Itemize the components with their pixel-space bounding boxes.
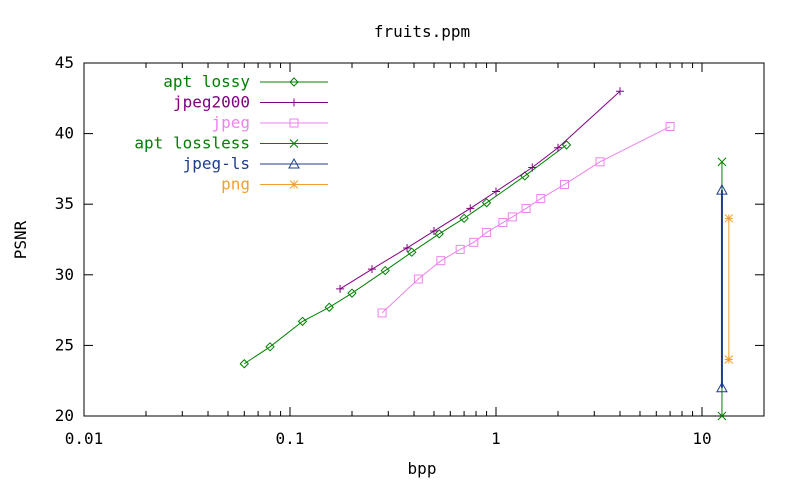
x-axis-label: bpp <box>408 459 437 478</box>
legend-label: png <box>221 175 250 194</box>
series-layer <box>239 87 734 421</box>
y-tick-label: 40 <box>55 124 74 143</box>
axis-ticks: 20 25 30 35 40 45 0.01 0.1 1 10 <box>55 53 765 448</box>
x-tick-label: 1 <box>491 429 501 448</box>
y-tick-label: 45 <box>55 53 74 72</box>
series-line <box>244 144 567 365</box>
data-point <box>528 163 537 172</box>
legend-marker <box>289 139 299 148</box>
legend-marker <box>289 77 299 87</box>
data-point <box>377 308 387 318</box>
y-tick-label: 35 <box>55 194 74 213</box>
data-point <box>616 87 625 96</box>
data-point <box>595 157 605 167</box>
data-point <box>491 187 500 196</box>
legend-marker <box>288 157 300 169</box>
series-line <box>381 126 671 314</box>
data-point <box>336 284 345 293</box>
data-point <box>380 265 390 276</box>
data-point <box>521 203 531 213</box>
series-jpeg-ls <box>716 184 728 393</box>
data-point <box>403 243 412 252</box>
data-point <box>665 122 675 132</box>
data-point <box>324 302 334 312</box>
data-point <box>724 213 734 223</box>
data-point <box>455 244 465 254</box>
chart-title: fruits.ppm <box>374 22 470 41</box>
data-point <box>561 140 572 150</box>
legend-marker <box>289 118 299 128</box>
data-point <box>717 157 727 167</box>
legend-label: jpeg <box>211 113 250 132</box>
series-apt-lossy <box>239 140 572 369</box>
y-tick-label: 30 <box>55 265 74 284</box>
plot-frame <box>83 62 765 417</box>
legend-marker <box>290 98 298 107</box>
data-point <box>434 229 444 239</box>
data-point <box>717 411 727 421</box>
legend-label: jpeg-ls <box>183 154 250 173</box>
series-png <box>724 213 734 364</box>
data-point <box>507 212 517 222</box>
data-point <box>536 194 546 204</box>
y-tick-label: 20 <box>55 406 74 425</box>
data-point <box>716 381 728 393</box>
legend-label: apt lossy <box>163 72 250 91</box>
legend-label: jpeg2000 <box>173 93 250 112</box>
data-point <box>469 237 479 247</box>
data-point <box>413 274 423 284</box>
legend-marker <box>289 180 299 189</box>
x-tick-label: 0.1 <box>276 429 305 448</box>
series-jpeg2000 <box>336 87 625 293</box>
data-point <box>481 198 492 208</box>
y-axis-label: PSNR <box>11 220 30 259</box>
series-line <box>339 90 621 290</box>
data-point <box>554 143 563 152</box>
data-point <box>407 247 417 257</box>
data-point <box>347 288 357 298</box>
data-point <box>297 316 308 327</box>
legend-label: apt lossless <box>134 134 250 153</box>
data-point <box>436 256 446 266</box>
data-point <box>716 184 728 195</box>
data-point <box>429 227 438 236</box>
data-point <box>482 227 492 237</box>
data-point <box>724 355 734 364</box>
data-point <box>559 179 569 189</box>
series-jpeg <box>377 122 675 318</box>
data-point <box>459 213 469 224</box>
data-point <box>498 218 508 228</box>
data-point <box>466 204 475 213</box>
data-point <box>239 359 250 369</box>
x-tick-label: 10 <box>692 429 711 448</box>
data-point <box>367 265 376 274</box>
y-tick-label: 25 <box>55 335 74 354</box>
x-tick-label: 0.01 <box>65 429 104 448</box>
data-point <box>265 342 275 352</box>
